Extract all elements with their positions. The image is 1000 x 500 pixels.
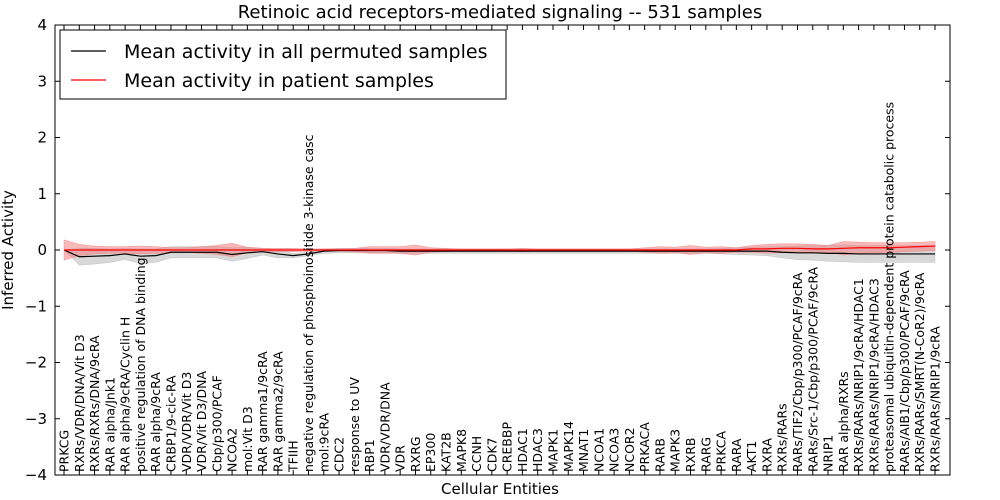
x-tick-label: response to UV: [347, 377, 362, 472]
x-tick-label: RARB: [652, 438, 667, 472]
y-tick-label: −2: [25, 354, 47, 372]
x-tick-label: proteasomal ubiquitin-dependent protein …: [882, 102, 897, 472]
y-axis-title: Inferred Activity: [0, 190, 17, 310]
x-tick-label: RAR alpha/9cRA: [148, 372, 163, 472]
x-tick-label: RXRA: [759, 438, 774, 472]
y-tick-label: 4: [37, 16, 47, 34]
x-tick-label: RAR alpha/RXRs: [836, 371, 851, 472]
x-tick-label: EP300: [423, 433, 438, 472]
y-tick-label: 1: [37, 185, 47, 203]
x-tick-label: RARs/Src-1/Cbp/p300/PCAF/9cRA: [805, 266, 820, 472]
x-tick-label: RXRs/RARs/SMRT(N-CoR2)/9cRA: [912, 272, 927, 472]
legend-label-permuted: Mean activity in all permuted samples: [124, 41, 487, 63]
x-tick-label: VDR: [393, 445, 408, 472]
x-tick-label: TFIIH: [286, 440, 301, 473]
x-tick-label: RARs/TIF2/Cbp/p300/PCAF/9cRA: [790, 272, 805, 472]
x-tick-label: CDK7: [484, 437, 499, 472]
x-tick-label: RAR gamma2/9cRA: [270, 351, 285, 472]
x-tick-label: Cbp/p300/PCAF: [209, 375, 224, 472]
x-tick-label: RAR gamma1/9cRA: [255, 351, 270, 472]
x-tick-label: mol:Vit D3: [240, 406, 255, 472]
x-tick-label: CCNH: [469, 436, 484, 472]
y-tick-label: −4: [25, 466, 47, 484]
line-series-0: [63, 249, 935, 258]
x-tick-label: PRKACA: [637, 422, 652, 472]
x-tick-label: CDC2: [332, 437, 347, 472]
x-tick-label: RARA: [729, 438, 744, 472]
x-tick-label: KAT2B: [439, 432, 454, 472]
y-tick-label: 0: [37, 241, 47, 259]
x-tick-label: RXRB: [683, 437, 698, 472]
x-tick-label: VDR/Vit D3/DNA: [194, 371, 209, 472]
x-tick-label: CRBP1/9-cic-RA: [163, 375, 178, 472]
x-axis-title: Cellular Entities: [441, 480, 559, 498]
legend-label-patient: Mean activity in patient samples: [124, 70, 434, 92]
chart-title: Retinoic acid receptors-mediated signali…: [238, 2, 763, 23]
y-tick-label: −1: [25, 297, 47, 315]
x-tick-label: NCOA2: [225, 428, 240, 472]
legend: Mean activity in all permuted samples Me…: [59, 29, 507, 100]
x-tick-label: RXRs/RARs/NRIP1/9cRA: [928, 326, 943, 472]
x-tick-label: AKT1: [744, 441, 759, 472]
x-tick-label: MNAT1: [576, 429, 591, 472]
x-tick-label: RXRs/RARs/NRIP1/9cRA/HDAC3: [866, 278, 881, 472]
plot-frame: [54, 24, 951, 476]
x-tick-label: RXRs/RARs/NRIP1/9cRA/HDAC1: [851, 278, 866, 472]
x-tick-label: PRKCG: [57, 430, 72, 472]
x-tick-label: RBP1: [362, 439, 377, 472]
x-tick-label: mol:9cRA: [316, 412, 331, 472]
x-axis: PRKCG RXRs/VDR/DNA/Vit D3 RXRs/RXRs/DNA/9c…: [57, 25, 943, 475]
legend-box: [59, 29, 507, 100]
x-tick-label: HDAC1: [515, 428, 530, 472]
y-tick-label: 2: [37, 129, 47, 147]
x-tick-label: RXRs/RARs: [775, 403, 790, 472]
x-tick-label: RAR alpha/Jnk1: [102, 377, 117, 472]
x-tick-label: RXRs/VDR/DNA/Vit D3: [72, 334, 87, 472]
x-tick-label: RARG: [698, 437, 713, 472]
x-tick-label: NCOA3: [607, 428, 622, 472]
series-lines: [63, 245, 936, 258]
y-axis: 4 3 2 1 0 −1 −2 −3 −4: [25, 16, 950, 484]
x-tick-label: VDR/VDR/Vit D3: [179, 372, 194, 472]
x-tick-label: RXRG: [408, 436, 423, 472]
x-tick-label: MAPK14: [561, 421, 576, 472]
x-tick-label: MAPK8: [454, 429, 469, 472]
x-tick-label: positive regulation of DNA binding: [133, 257, 148, 472]
x-tick-label: NRIP1: [821, 435, 836, 472]
x-tick-label: PRKCA: [714, 431, 729, 472]
y-tick-label: 3: [37, 72, 47, 90]
x-tick-label: RAR alpha/9cRA/Cyclin H: [118, 317, 133, 472]
x-tick-label: NCOA1: [591, 428, 606, 472]
x-tick-label: RARs/AIB1/Cbp/p300/PCAF/9cRA: [897, 270, 912, 472]
x-tick-label: MAPK3: [668, 429, 683, 472]
x-tick-label: MAPK1: [545, 429, 560, 472]
x-tick-label: RXRs/RXRs/DNA/9cRA: [87, 335, 102, 472]
x-tick-label: HDAC3: [530, 428, 545, 472]
line-series-1: [64, 245, 936, 251]
x-tick-label: NCOR2: [622, 427, 637, 472]
x-tick-label: negative regulation of phosphoinositide …: [301, 134, 316, 472]
x-tick-label: VDR/VDR/DNA: [377, 382, 392, 472]
x-tick-label: CREBBP: [500, 422, 515, 472]
y-tick-label: −3: [25, 410, 47, 428]
